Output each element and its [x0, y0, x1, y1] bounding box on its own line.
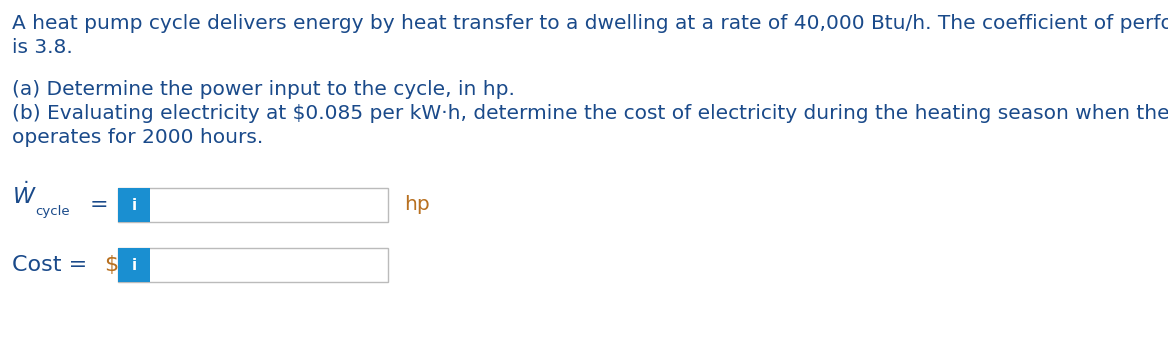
Text: hp: hp [404, 195, 430, 214]
FancyBboxPatch shape [118, 248, 150, 282]
FancyBboxPatch shape [118, 188, 150, 222]
Text: $\dot{W}$: $\dot{W}$ [12, 182, 36, 209]
Text: is 3.8.: is 3.8. [12, 38, 72, 57]
Text: cycle: cycle [35, 206, 70, 218]
Text: A heat pump cycle delivers energy by heat transfer to a dwelling at a rate of 40: A heat pump cycle delivers energy by hea… [12, 14, 1168, 33]
Text: i: i [132, 257, 137, 273]
Text: $: $ [104, 255, 118, 275]
Text: Cost =: Cost = [12, 255, 88, 275]
Text: operates for 2000 hours.: operates for 2000 hours. [12, 128, 263, 147]
Text: =: = [90, 195, 109, 215]
Text: i: i [132, 197, 137, 213]
FancyBboxPatch shape [118, 248, 388, 282]
Text: (a) Determine the power input to the cycle, in hp.: (a) Determine the power input to the cyc… [12, 80, 515, 99]
Text: (b) Evaluating electricity at $0.085 per kW·h, determine the cost of electricity: (b) Evaluating electricity at $0.085 per… [12, 104, 1168, 123]
FancyBboxPatch shape [118, 188, 388, 222]
